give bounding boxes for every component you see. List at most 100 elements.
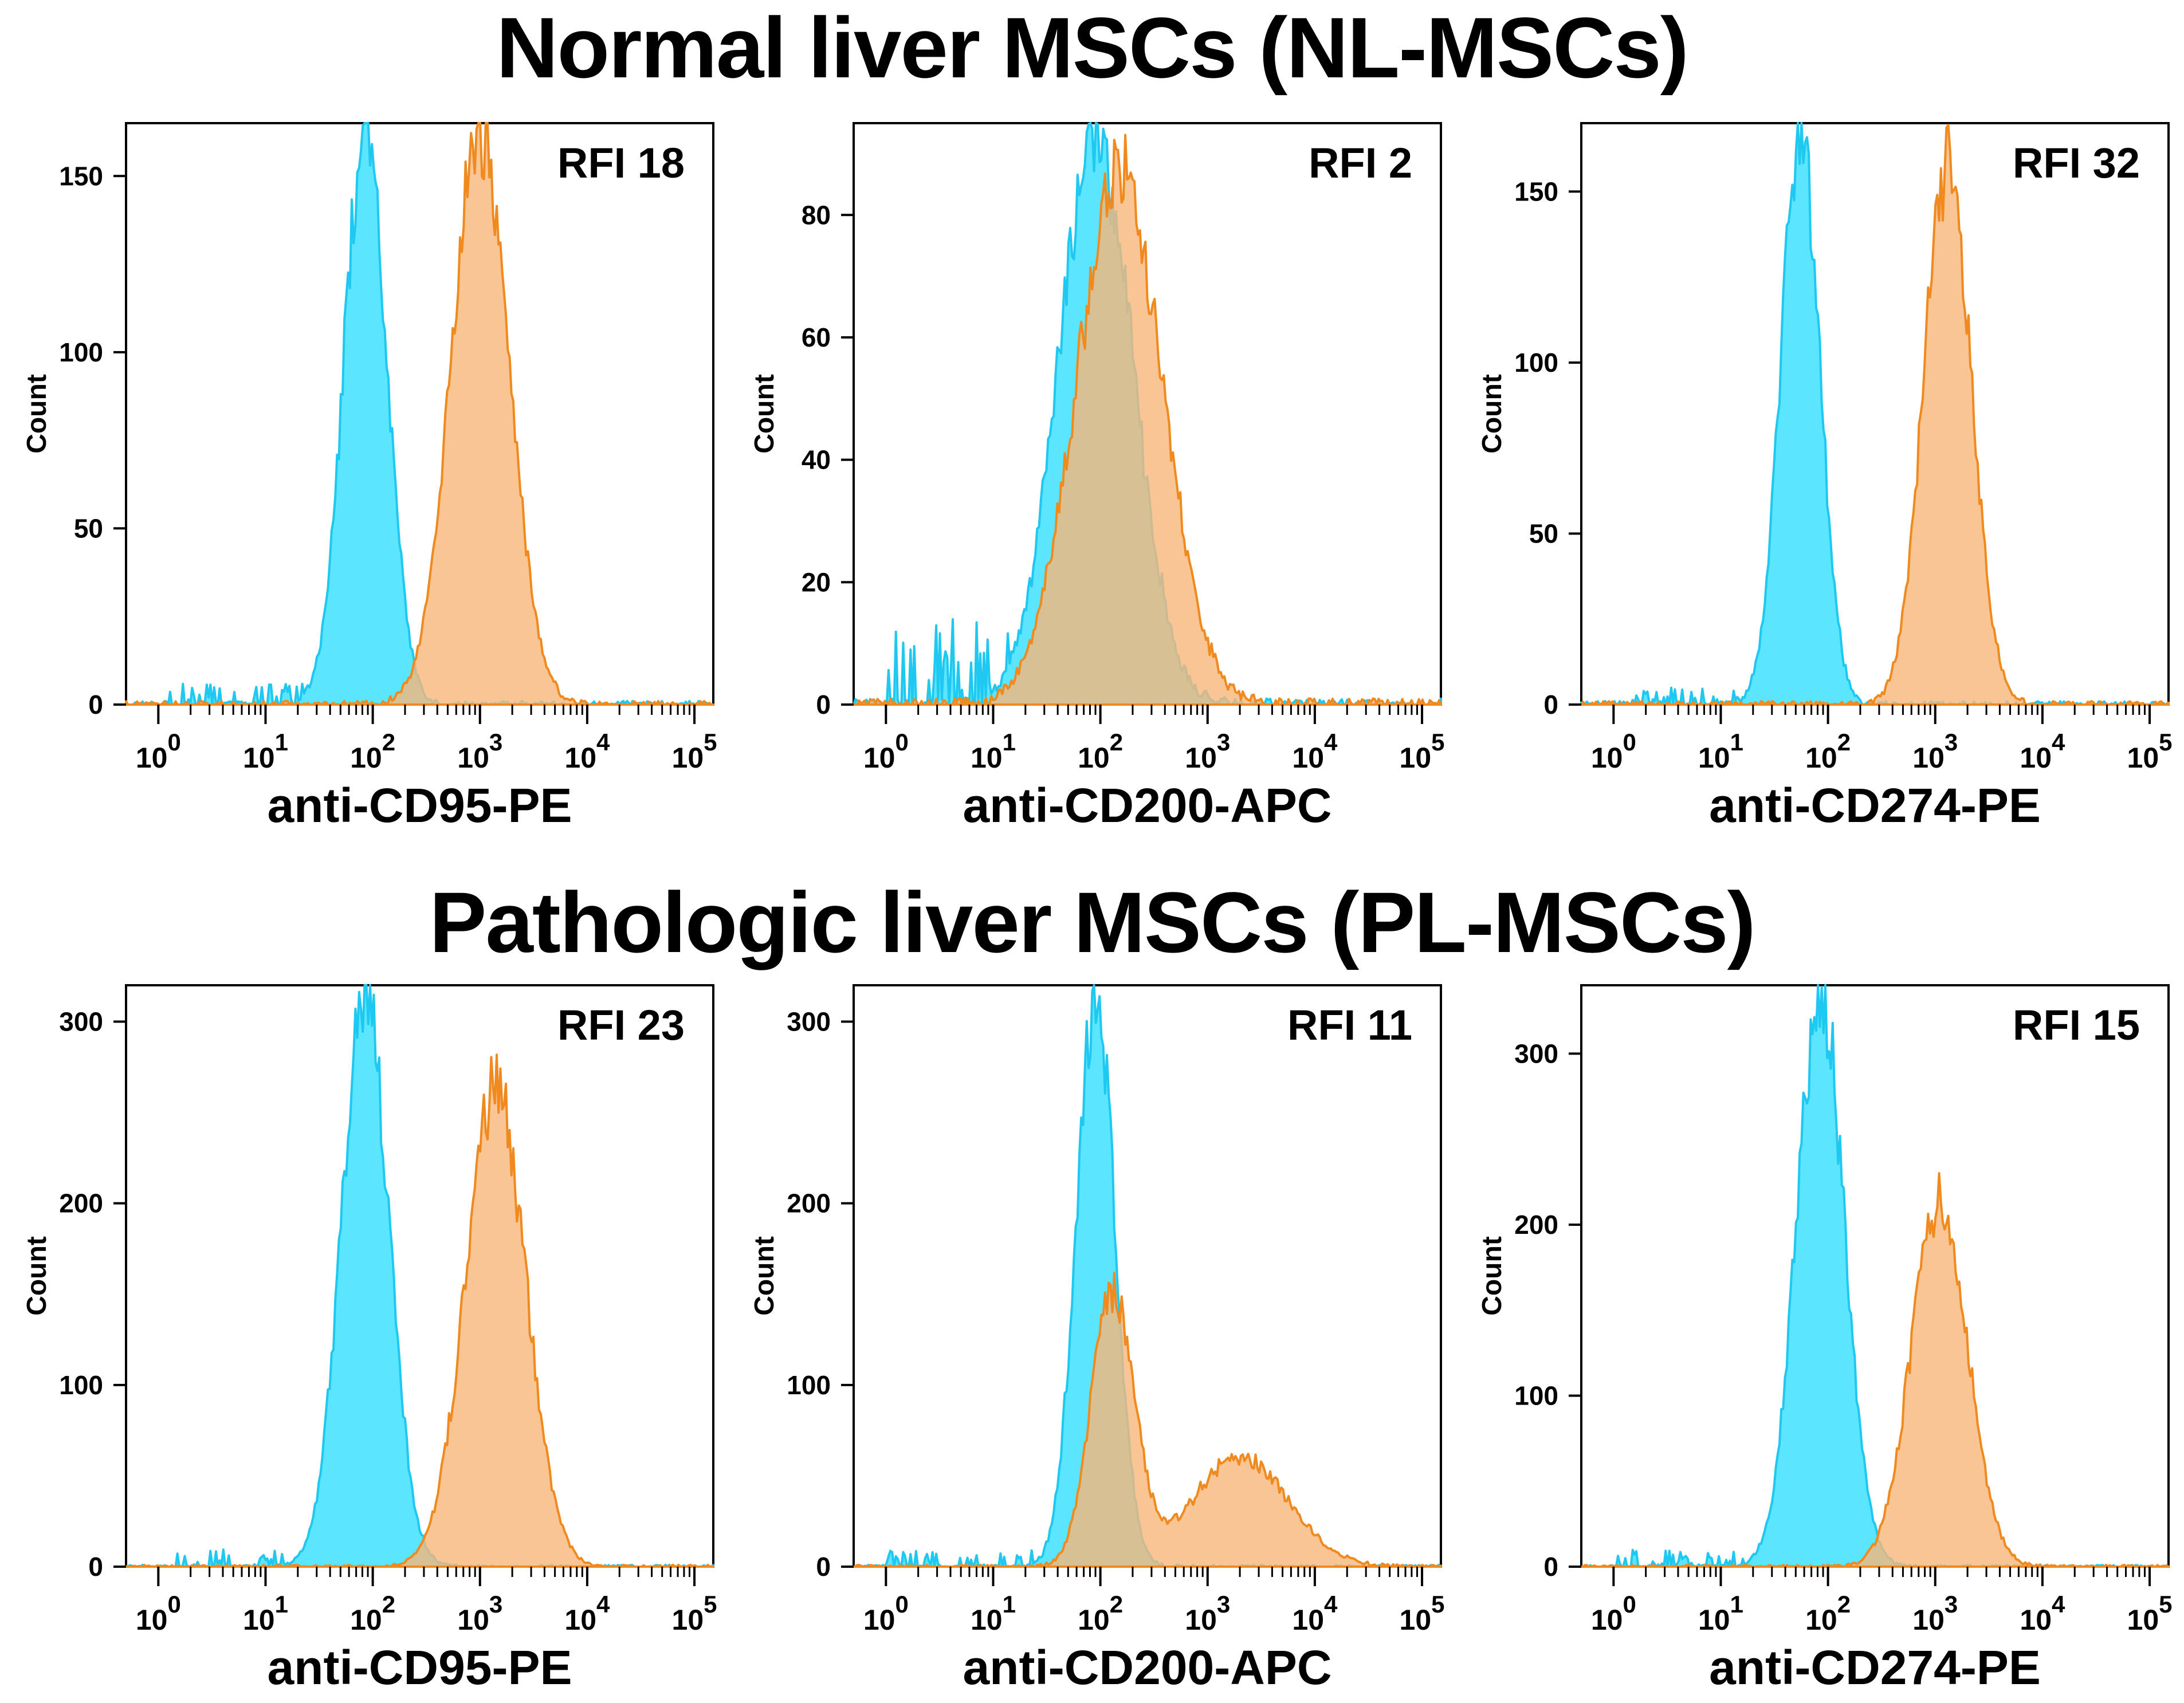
plot-frame (125, 984, 714, 1568)
top-group-title: Normal liver MSCs (NL-MSCs) (496, 0, 1689, 96)
x-axis-label: anti-CD200-APC (963, 778, 1331, 832)
x-tick-label: 101 (1698, 1591, 1743, 1636)
x-tick-label: 102 (1078, 729, 1123, 774)
rfi-annotation: RFI 15 (2013, 1001, 2140, 1049)
y-tick-label: 150 (59, 161, 103, 191)
y-tick-label: 200 (1514, 1210, 1558, 1240)
x-tick-label: 103 (1185, 1591, 1230, 1636)
x-tick-label: 100 (1591, 1591, 1636, 1636)
histogram-panel-nl-cd200: 0 20 40 60 80 100 101 102 103 104 105 anti-CD200-AP… (749, 122, 1445, 832)
rfi-annotation: RFI 32 (2013, 139, 2140, 187)
histogram-panel-nl-cd274: 0 50 100 150 100 101 102 103 104 105 anti-CD274-PE… (1477, 122, 2173, 832)
x-tick-label: 104 (2020, 1591, 2065, 1636)
x-tick-label: 101 (971, 729, 1016, 774)
y-tick-label: 50 (1529, 518, 1558, 548)
rfi-annotation: RFI 23 (557, 1001, 685, 1049)
y-tick-label: 300 (787, 1006, 831, 1036)
x-tick-label: 105 (2127, 729, 2173, 774)
y-tick-label: 0 (1543, 690, 1558, 719)
x-tick-label: 104 (1292, 1591, 1338, 1636)
x-tick-label: 102 (350, 1591, 395, 1636)
y-tick-label: 0 (88, 690, 103, 719)
marker-histogram (1580, 124, 2170, 706)
marker-histogram (853, 133, 1442, 706)
x-tick-label: 103 (457, 729, 502, 774)
x-tick-label: 103 (1185, 729, 1230, 774)
y-tick-label: 20 (802, 567, 831, 597)
x-tick-label: 105 (672, 729, 717, 774)
x-tick-label: 105 (672, 1591, 717, 1636)
marker-histogram (125, 1053, 714, 1568)
x-tick-label: 102 (1078, 1591, 1123, 1636)
isotype-histogram (1580, 984, 2170, 1568)
y-axis-label: Count (1477, 374, 1507, 454)
x-tick-label: 103 (1912, 1591, 1958, 1636)
x-tick-label: 101 (1698, 729, 1743, 774)
x-tick-label: 100 (136, 1591, 181, 1636)
y-tick-label: 0 (816, 1552, 831, 1582)
y-tick-label: 100 (1514, 348, 1558, 377)
y-tick-label: 300 (1514, 1039, 1558, 1068)
y-axis-label: Count (749, 374, 780, 454)
histogram-panel-pl-cd274: 0 100 200 300 100 101 102 103 104 105 anti-CD274-P… (1477, 984, 2173, 1694)
x-tick-label: 104 (564, 729, 610, 774)
x-axis-label: anti-CD95-PE (267, 1641, 572, 1694)
isotype-histogram (125, 984, 714, 1568)
x-axis-label: anti-CD95-PE (267, 778, 572, 832)
marker-histogram (1580, 1172, 2170, 1568)
x-tick-label: 104 (564, 1591, 610, 1636)
histogram-panel-pl-cd95: 0 100 200 300 100 101 102 103 104 105 anti-CD95-PE… (22, 984, 717, 1694)
y-tick-label: 80 (802, 200, 831, 230)
rfi-annotation: RFI 11 (1287, 1001, 1412, 1049)
x-tick-label: 104 (1292, 729, 1338, 774)
y-tick-label: 0 (88, 1552, 103, 1582)
x-tick-label: 104 (2020, 729, 2065, 774)
y-tick-label: 0 (1543, 1552, 1558, 1582)
y-tick-label: 150 (1514, 176, 1558, 206)
plot-frame (1580, 122, 2170, 706)
x-axis-label: anti-CD200-APC (963, 1641, 1331, 1694)
bottom-group-title: Pathologic liver MSCs (PL-MSCs) (429, 874, 1755, 970)
x-tick-label: 103 (1912, 729, 1958, 774)
y-tick-label: 100 (787, 1370, 831, 1400)
x-tick-label: 102 (1805, 1591, 1851, 1636)
x-tick-label: 103 (457, 1591, 502, 1636)
marker-histogram (125, 122, 714, 706)
y-axis-label: Count (22, 374, 52, 454)
y-tick-label: 0 (816, 690, 831, 719)
y-tick-label: 200 (59, 1189, 103, 1218)
x-tick-label: 100 (863, 729, 909, 774)
x-tick-label: 102 (350, 729, 395, 774)
histogram-panel-nl-cd95: 0 50 100 150 100 101 102 103 104 105 anti-CD95-PE C… (22, 122, 717, 832)
plot-frame (1580, 984, 2170, 1568)
marker-histogram (853, 1272, 1442, 1568)
x-tick-label: 105 (1400, 1591, 1445, 1636)
y-tick-label: 100 (1514, 1381, 1558, 1410)
x-tick-label: 100 (1591, 729, 1636, 774)
y-tick-label: 50 (74, 513, 103, 543)
x-axis-label: anti-CD274-PE (1709, 778, 2041, 832)
x-axis-label: anti-CD274-PE (1709, 1641, 2041, 1694)
y-tick-label: 60 (802, 322, 831, 352)
y-tick-label: 40 (802, 445, 831, 475)
x-tick-label: 101 (971, 1591, 1016, 1636)
isotype-histogram (1580, 122, 2170, 706)
x-tick-label: 105 (2127, 1591, 2173, 1636)
x-tick-label: 100 (863, 1591, 909, 1636)
x-tick-label: 105 (1400, 729, 1445, 774)
y-tick-label: 100 (59, 1370, 103, 1400)
x-tick-label: 101 (243, 1591, 288, 1636)
x-tick-label: 102 (1805, 729, 1851, 774)
isotype-histogram (125, 122, 714, 706)
rfi-annotation: RFI 2 (1309, 139, 1412, 187)
plot-frame (125, 122, 714, 706)
x-tick-label: 101 (243, 729, 288, 774)
histogram-panel-pl-cd200: 0 100 200 300 100 101 102 103 104 105 anti-CD200-A… (749, 984, 1445, 1694)
y-axis-label: Count (749, 1236, 780, 1316)
y-tick-label: 200 (787, 1189, 831, 1218)
y-tick-label: 100 (59, 337, 103, 367)
y-tick-label: 300 (59, 1006, 103, 1036)
y-axis-label: Count (1477, 1236, 1507, 1316)
x-tick-label: 100 (136, 729, 181, 774)
rfi-annotation: RFI 18 (557, 139, 685, 187)
